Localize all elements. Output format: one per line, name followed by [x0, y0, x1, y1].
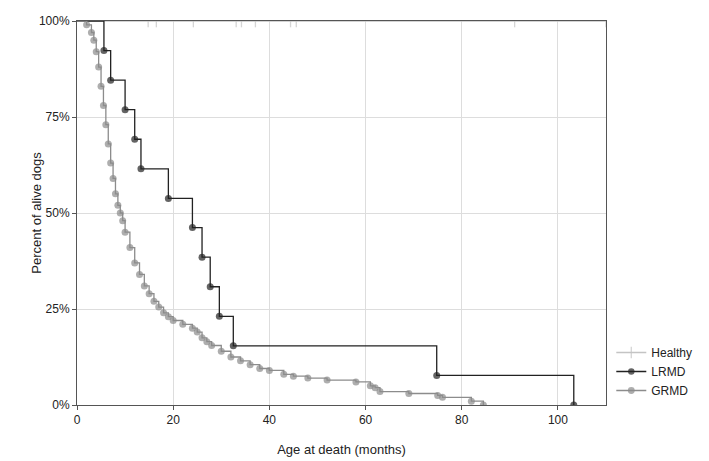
svg-text:50%: 50%	[46, 206, 70, 220]
svg-text:Age at death (months): Age at death (months)	[277, 442, 406, 457]
svg-text:LRMD: LRMD	[651, 365, 685, 379]
svg-text:Healthy: Healthy	[651, 346, 692, 360]
svg-text:40: 40	[263, 413, 277, 427]
svg-text:100: 100	[548, 413, 568, 427]
svg-text:100%: 100%	[39, 14, 70, 28]
svg-text:60: 60	[359, 413, 373, 427]
svg-text:0%: 0%	[52, 398, 70, 412]
svg-text:0: 0	[74, 413, 81, 427]
svg-text:25%: 25%	[46, 302, 70, 316]
svg-text:75%: 75%	[46, 110, 70, 124]
svg-text:GRMD: GRMD	[651, 384, 688, 398]
svg-text:20: 20	[167, 413, 181, 427]
svg-text:80: 80	[455, 413, 469, 427]
svg-text:Percent of alive dogs: Percent of alive dogs	[29, 152, 44, 274]
